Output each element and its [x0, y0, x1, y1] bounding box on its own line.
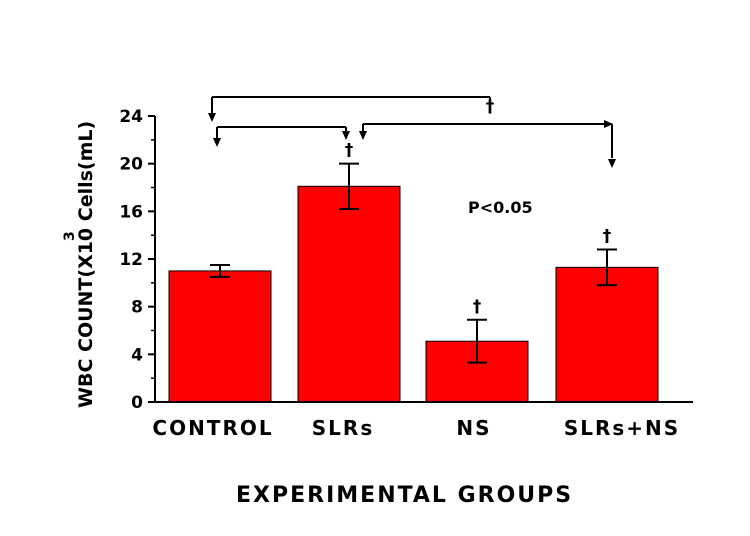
arrow-head: [213, 138, 221, 147]
significance-marker: †: [473, 297, 482, 317]
bar-slrs-ns: [555, 266, 659, 403]
category-labels: CONTROL SLRs NS SLRs+NS: [152, 416, 680, 440]
category-label: CONTROL: [152, 416, 273, 440]
y-tick-label: 20: [119, 155, 143, 175]
p-value-annotation: P<0.05: [468, 198, 533, 217]
y-ticks: 0 4 8 12 16 20 24: [119, 107, 155, 413]
significance-markers: † † †: [345, 141, 612, 317]
comparison-brackets: †: [208, 96, 616, 168]
arrow-head: [359, 131, 367, 140]
bar-slrs: [297, 185, 401, 403]
y-axis-title: WBC COUNT(X10 Cells(mL): [75, 121, 97, 408]
y-axis-title-superscript: 3: [62, 231, 78, 241]
comparison-marker: †: [486, 97, 495, 117]
significance-marker: †: [345, 141, 354, 161]
significance-marker: †: [603, 226, 612, 246]
x-axis-title: EXPERIMENTAL GROUPS: [236, 483, 573, 508]
y-tick-label: 12: [119, 250, 143, 270]
arrow-head: [604, 120, 613, 128]
y-tick-label: 8: [131, 298, 143, 318]
arrow-head: [208, 113, 216, 122]
bar-control: [168, 270, 272, 403]
y-tick-label: 4: [131, 345, 143, 365]
category-label: SLRs+NS: [564, 416, 680, 440]
y-tick-label: 24: [119, 107, 143, 127]
y-axis-title-main: WBC COUNT(X10 Cells(mL): [75, 121, 97, 408]
category-label: NS: [456, 416, 491, 440]
arrow-head: [342, 131, 350, 140]
category-label: SLRs: [312, 416, 374, 440]
arrow-head: [608, 159, 616, 168]
bars-layer: [168, 185, 659, 403]
error-bars-layer: [210, 162, 617, 364]
y-tick-label: 16: [119, 202, 143, 222]
y-tick-label: 0: [131, 393, 143, 413]
